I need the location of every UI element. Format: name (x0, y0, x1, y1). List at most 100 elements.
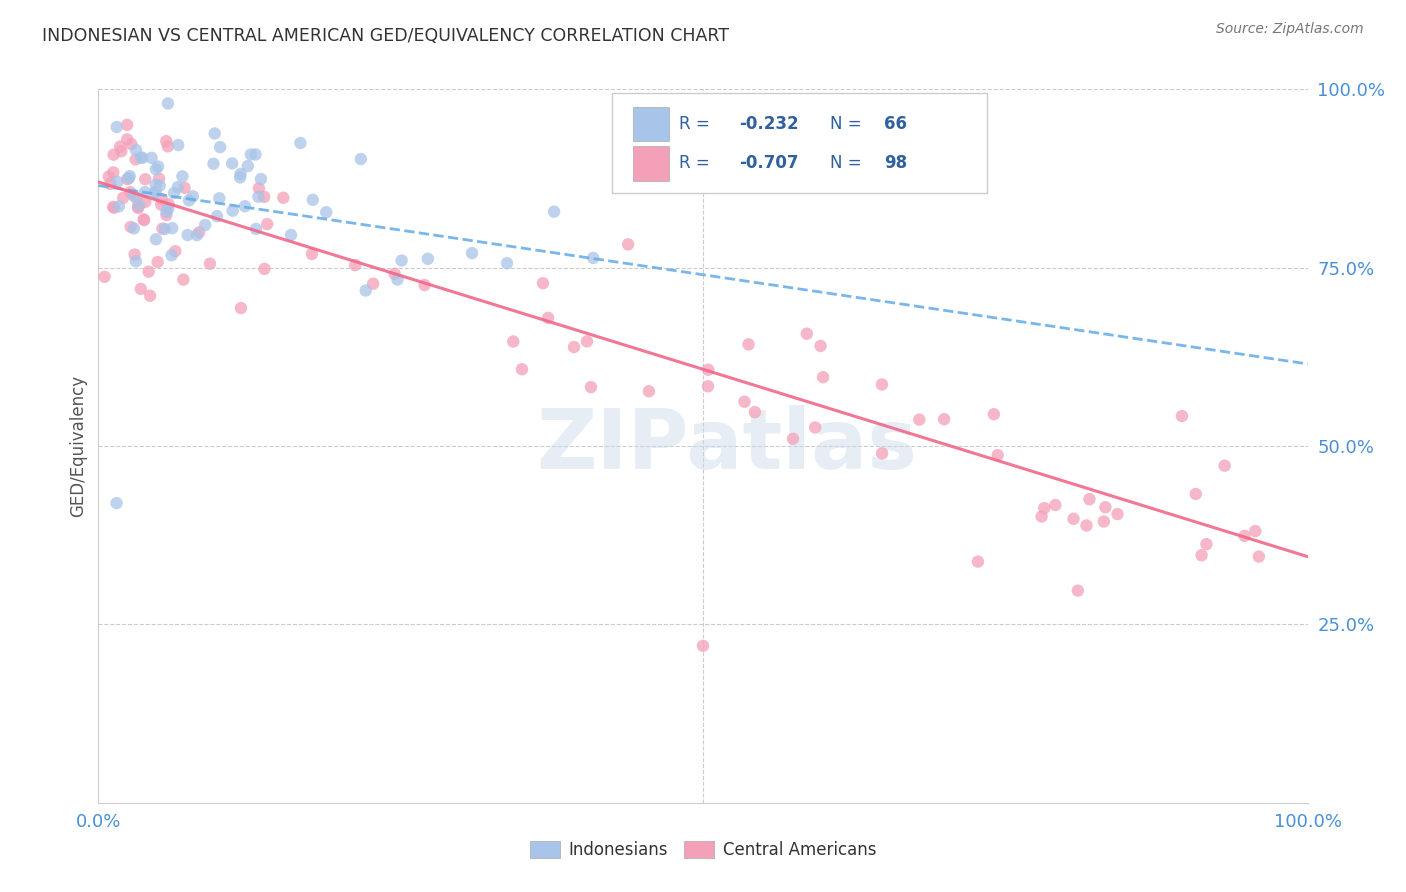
Point (983, 407, 1005, 421)
Point (163, 186, 186, 200)
Point (198, 257, 221, 271)
Point (209, 140, 232, 154)
Point (502, 334, 524, 349)
Point (110, 144, 132, 158)
Point (582, 251, 605, 265)
Point (692, 639, 714, 653)
Point (181, 189, 204, 203)
Point (153, 222, 176, 236)
Point (361, 277, 384, 291)
Point (253, 190, 276, 204)
Point (737, 337, 759, 351)
Point (145, 178, 167, 192)
Point (129, 282, 152, 296)
FancyBboxPatch shape (613, 93, 987, 193)
Point (103, 147, 125, 161)
Point (387, 272, 409, 286)
Point (344, 258, 367, 272)
Point (103, 165, 125, 179)
Point (124, 247, 146, 261)
Point (1233, 529, 1256, 543)
Point (1171, 409, 1194, 423)
Point (413, 278, 436, 293)
Point (103, 201, 125, 215)
Point (160, 221, 183, 235)
Point (233, 199, 256, 213)
Text: R =: R = (679, 115, 714, 133)
Point (796, 326, 818, 341)
Point (115, 172, 138, 186)
Point (301, 193, 323, 207)
Point (139, 289, 162, 303)
Point (120, 185, 142, 199)
Point (157, 202, 180, 216)
Point (543, 204, 565, 219)
Point (194, 218, 217, 232)
Point (1195, 537, 1218, 551)
Point (150, 197, 173, 211)
Point (165, 244, 187, 259)
Point (250, 172, 273, 186)
Point (697, 379, 720, 393)
Point (870, 377, 893, 392)
Point (461, 246, 484, 260)
Point (129, 151, 152, 165)
Point (118, 169, 141, 183)
Text: INDONESIAN VS CENTRAL AMERICAN GED/EQUIVALENCY CORRELATION CHART: INDONESIAN VS CENTRAL AMERICAN GED/EQUIV… (42, 27, 730, 45)
Point (125, 191, 148, 205)
Point (416, 252, 439, 266)
Point (204, 127, 226, 141)
Point (744, 405, 766, 419)
Point (537, 310, 560, 325)
Point (120, 219, 142, 234)
Point (115, 118, 138, 132)
Point (1092, 515, 1115, 529)
FancyBboxPatch shape (633, 107, 669, 141)
Point (1076, 518, 1098, 533)
Point (118, 171, 141, 186)
Point (697, 362, 720, 376)
Point (202, 157, 225, 171)
Point (112, 191, 135, 205)
Point (987, 448, 1010, 462)
Point (245, 222, 267, 236)
Point (301, 247, 323, 261)
Point (157, 197, 180, 211)
Y-axis label: GED/Equivalency: GED/Equivalency (69, 375, 87, 517)
Point (245, 147, 267, 161)
Point (1067, 583, 1090, 598)
Point (496, 256, 519, 270)
FancyBboxPatch shape (633, 146, 669, 180)
Point (1033, 501, 1056, 516)
Point (256, 217, 278, 231)
Point (155, 134, 177, 148)
Point (1107, 507, 1129, 521)
Point (221, 156, 243, 170)
Point (152, 221, 174, 235)
Point (156, 96, 179, 111)
Point (810, 339, 832, 353)
Point (160, 248, 183, 262)
Point (177, 194, 200, 208)
Point (236, 159, 259, 173)
Point (315, 205, 337, 219)
Point (172, 169, 194, 184)
Point (134, 172, 156, 186)
Point (125, 143, 148, 157)
Point (156, 139, 179, 153)
Point (384, 267, 406, 281)
Text: -0.707: -0.707 (740, 154, 799, 172)
Text: R =: R = (679, 154, 714, 172)
Point (1247, 549, 1270, 564)
Point (143, 186, 166, 200)
Point (134, 194, 156, 209)
Point (145, 162, 167, 177)
Point (155, 205, 177, 219)
Point (132, 212, 155, 227)
Point (1031, 509, 1053, 524)
Point (93, 269, 115, 284)
Point (108, 199, 131, 213)
Point (150, 192, 173, 206)
Point (638, 384, 661, 399)
Point (253, 261, 276, 276)
